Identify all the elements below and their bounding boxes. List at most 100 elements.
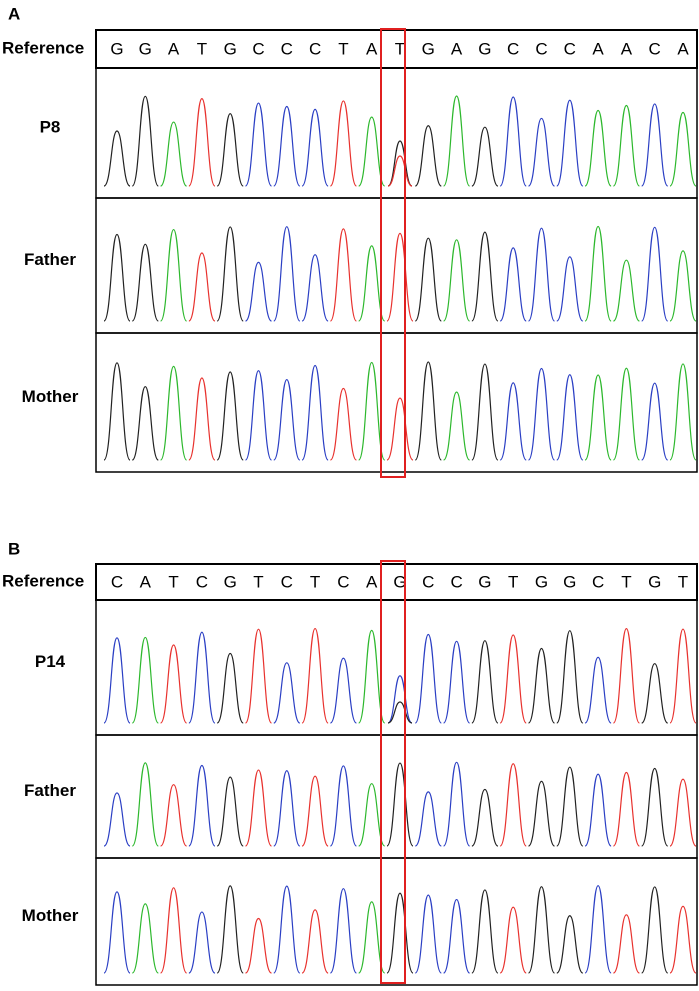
trace-peak — [443, 391, 471, 461]
trace-peak — [301, 254, 329, 322]
trace-peak — [499, 634, 527, 724]
trace-peak — [556, 256, 584, 322]
base-letter: T — [678, 572, 688, 591]
base-letter: A — [677, 39, 689, 58]
trace-peak — [160, 784, 188, 847]
trace-peak — [584, 885, 612, 974]
base-letter: C — [281, 39, 293, 58]
trace-peak — [612, 259, 640, 322]
trace-peak — [358, 629, 386, 724]
chromatogram: Father — [24, 734, 698, 859]
trace-peak — [556, 766, 584, 847]
base-letter: A — [168, 39, 180, 58]
trace-peak — [160, 887, 188, 974]
trace-peak — [103, 637, 131, 724]
trace-peak — [244, 628, 273, 724]
trace-peak — [386, 397, 414, 461]
trace-peak — [641, 226, 669, 322]
trace-peak — [387, 675, 413, 724]
base-letter: C — [649, 39, 661, 58]
base-letter: C — [422, 572, 434, 591]
sample-label: Mother — [22, 387, 79, 406]
trace-peak — [527, 780, 556, 847]
trace-peak — [556, 99, 584, 187]
trace-peak — [641, 663, 669, 724]
trace-peak — [471, 126, 499, 187]
base-letter: G — [535, 572, 548, 591]
trace-peak — [131, 95, 159, 187]
trace-box — [95, 857, 698, 986]
trace-peak — [641, 886, 669, 974]
trace-peak — [414, 894, 442, 974]
trace-peak — [188, 911, 216, 974]
trace-peak — [499, 247, 527, 322]
trace-peak — [358, 361, 386, 461]
base-letter: T — [338, 39, 348, 58]
trace-peak — [188, 631, 216, 724]
trace-peak — [103, 362, 131, 461]
trace-peak — [103, 792, 131, 847]
trace-box — [95, 332, 698, 473]
base-letter: T — [621, 572, 631, 591]
trace-peak — [244, 917, 273, 974]
trace-peak — [386, 232, 414, 322]
base-letter: T — [168, 572, 178, 591]
base-letter: C — [450, 572, 462, 591]
trace-peak — [414, 125, 442, 187]
trace-peak — [358, 901, 386, 974]
trace-peak — [443, 95, 471, 187]
trace-peak — [414, 633, 442, 724]
base-letter: C — [309, 39, 321, 58]
highlight-box — [380, 560, 406, 984]
trace-peak — [273, 885, 301, 974]
base-letter: G — [478, 39, 491, 58]
trace-peak — [131, 903, 159, 974]
trace-peak — [301, 108, 329, 187]
base-letter: G — [224, 572, 237, 591]
trace-peak — [358, 116, 386, 187]
trace-peak — [471, 231, 499, 322]
trace-peak — [414, 361, 442, 461]
base-letter: A — [366, 572, 378, 591]
trace-peak — [612, 914, 640, 974]
base-letter: C — [196, 572, 208, 591]
chromatogram: Mother — [22, 857, 698, 986]
base-letter: G — [110, 39, 123, 58]
reference-label: Reference — [2, 571, 84, 590]
trace-peak — [443, 898, 471, 974]
trace-peak — [329, 888, 357, 974]
trace-peak — [160, 365, 188, 461]
trace-peak — [414, 791, 442, 847]
trace-peak — [131, 243, 159, 322]
base-letter: G — [648, 572, 661, 591]
trace-peak — [556, 374, 584, 461]
trace-box — [95, 67, 698, 199]
trace-peak — [669, 363, 697, 461]
chromatogram: Father — [24, 197, 698, 334]
trace-peak — [556, 630, 584, 724]
trace-peak — [387, 155, 413, 187]
trace-peak — [669, 628, 697, 724]
trace-peak — [471, 889, 499, 974]
trace-peak — [329, 765, 357, 847]
base-letter: A — [592, 39, 604, 58]
base-letter: C — [252, 39, 264, 58]
trace-peak — [103, 891, 131, 974]
base-letter: A — [140, 572, 152, 591]
trace-peak — [188, 252, 216, 322]
trace-peak — [612, 104, 640, 187]
trace-peak — [329, 100, 357, 187]
trace-peak — [160, 644, 188, 724]
trace-peak — [471, 363, 499, 461]
sample-label: Father — [24, 781, 76, 800]
trace-peak — [131, 762, 159, 847]
trace-peak — [103, 130, 131, 187]
base-letter: G — [478, 572, 491, 591]
trace-peak — [584, 656, 612, 724]
trace-peak — [556, 915, 584, 974]
trace-peak — [641, 103, 669, 187]
trace-peak — [387, 701, 413, 724]
trace-peak — [301, 775, 329, 847]
trace-peak — [301, 364, 329, 461]
